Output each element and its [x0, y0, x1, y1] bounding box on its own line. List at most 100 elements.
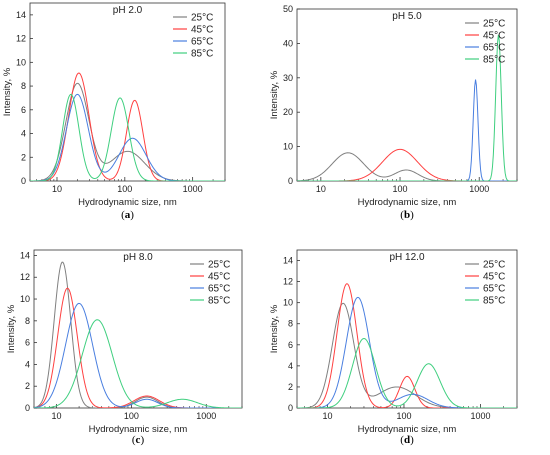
y-tick-label: 8 — [21, 81, 26, 91]
series-line-65c — [34, 302, 242, 408]
series-line-65c — [297, 79, 517, 181]
legend-entry: 65°C — [483, 284, 505, 295]
series-line-25c — [34, 261, 242, 408]
series-line-65c — [297, 296, 517, 408]
x-tick-label: 1000 — [470, 411, 490, 421]
x-tick-label: 1000 — [196, 411, 216, 421]
series-line-45c — [297, 148, 517, 181]
legend-entry: 65°C — [191, 37, 213, 48]
series-line-25c — [297, 152, 517, 181]
panel-caption: (c) — [132, 434, 145, 446]
legend-entry: 45°C — [483, 31, 505, 42]
x-tick-label: 10 — [52, 184, 62, 194]
y-tick-label: 10 — [20, 294, 30, 304]
x-axis-label: Hydrodynamic size, nm — [78, 197, 177, 208]
x-tick-label: 1000 — [469, 184, 489, 194]
series-line-85c — [297, 337, 517, 408]
y-tick-label: 12 — [16, 34, 26, 44]
y-tick-label: 12 — [283, 277, 293, 287]
y-tick-label: 20 — [283, 107, 293, 117]
plot-frame — [296, 249, 518, 409]
legend-entry: 45°C — [483, 272, 505, 283]
chart-title: pH 2.0 — [113, 5, 143, 16]
x-tick-label: 100 — [117, 184, 132, 194]
chart-title: pH 12.0 — [389, 252, 424, 263]
chart-title: pH 8.0 — [123, 252, 153, 263]
y-axis-label: Intensity, % — [6, 304, 17, 353]
legend-entry: 85°C — [191, 49, 213, 60]
y-tick-label: 4 — [288, 361, 293, 371]
y-tick-label: 4 — [25, 359, 30, 369]
legend-entry: 85°C — [208, 296, 230, 307]
x-tick-label: 100 — [396, 411, 411, 421]
legend-entry: 25°C — [483, 19, 505, 30]
series-line-25c — [30, 82, 225, 181]
plot-frame — [33, 249, 243, 409]
series-line-65c — [30, 93, 225, 181]
series-line-25c — [297, 302, 517, 408]
y-tick-label: 14 — [283, 256, 293, 266]
x-tick-label: 100 — [393, 184, 408, 194]
series-line-45c — [297, 283, 517, 408]
x-tick-label: 1000 — [183, 184, 203, 194]
chart-title: pH 5.0 — [392, 11, 422, 22]
series-line-85c — [30, 93, 225, 181]
y-tick-label: 4 — [21, 129, 26, 139]
panel-letter: c — [136, 434, 141, 446]
y-tick-label: 40 — [283, 38, 293, 48]
y-tick-label: 0 — [21, 176, 26, 186]
x-tick-label: 10 — [316, 184, 326, 194]
panel-caption: (a) — [121, 209, 134, 221]
y-tick-label: 6 — [21, 105, 26, 115]
series-line-45c — [30, 72, 225, 181]
panel-caption: (b) — [400, 209, 414, 221]
y-tick-label: 2 — [21, 152, 26, 162]
y-axis-label: Intensity, % — [269, 70, 280, 119]
x-tick-label: 100 — [124, 411, 139, 421]
panel-caption: (d) — [400, 434, 414, 446]
panel-letter: d — [404, 434, 410, 446]
series-line-45c — [34, 287, 242, 408]
y-tick-label: 14 — [16, 10, 26, 20]
x-tick-label: 10 — [52, 411, 62, 421]
y-tick-label: 10 — [283, 142, 293, 152]
legend-entry: 65°C — [208, 284, 230, 295]
panel-d: 0 2 4 6 8 10 12 14 10 100 1000 pH 12.0 Hydrodynamic … — [269, 249, 518, 446]
panel-b: 0 10 20 30 40 50 10 100 1000 pH 5.0 Hydrodynamic s… — [269, 4, 518, 221]
y-axis-label: Intensity, % — [269, 304, 280, 353]
y-tick-label: 6 — [288, 340, 293, 350]
panel-c: 0 2 4 6 8 10 12 14 10 100 1000 pH 8.0 Hydrodynamic s… — [6, 249, 243, 446]
legend-entry: 25°C — [191, 13, 213, 24]
y-axis-label: Intensity, % — [2, 67, 13, 116]
y-tick-label: 50 — [283, 4, 293, 14]
panel-letter: a — [125, 209, 131, 221]
legend-entry: 25°C — [483, 260, 505, 271]
y-tick-label: 2 — [288, 382, 293, 392]
legend-entry: 85°C — [483, 296, 505, 307]
panel-a: 0 2 4 6 8 10 12 14 10 100 1000 pH 2.0 Hydrodynamic s… — [2, 2, 226, 221]
y-tick-label: 0 — [288, 403, 293, 413]
x-axis-label: Hydrodynamic size, nm — [89, 424, 188, 435]
series-line-85c — [34, 319, 242, 408]
legend-entry: 45°C — [208, 272, 230, 283]
legend-entry: 45°C — [191, 25, 213, 36]
y-tick-label: 12 — [20, 272, 30, 282]
legend-entry: 25°C — [208, 260, 230, 271]
plot-frame — [29, 2, 226, 182]
legend-entry: 65°C — [483, 43, 505, 54]
y-tick-label: 8 — [288, 319, 293, 329]
panel-letter: b — [404, 209, 410, 221]
y-tick-label: 2 — [25, 381, 30, 391]
y-tick-label: 0 — [288, 176, 293, 186]
legend-entry: 85°C — [483, 55, 505, 66]
x-axis-label: Hydrodynamic size, nm — [358, 197, 457, 208]
y-tick-label: 6 — [25, 338, 30, 348]
x-tick-label: 10 — [322, 411, 332, 421]
y-tick-label: 0 — [25, 403, 30, 413]
y-tick-label: 14 — [20, 250, 30, 260]
y-tick-label: 8 — [25, 316, 30, 326]
y-tick-label: 30 — [283, 73, 293, 83]
y-tick-label: 10 — [283, 298, 293, 308]
y-tick-label: 10 — [16, 57, 26, 67]
